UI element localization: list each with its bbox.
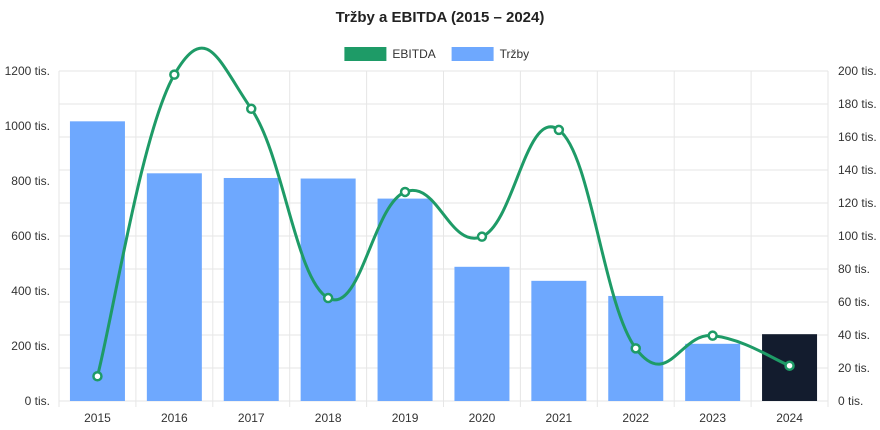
y-axis-left: 0 tis. 200 tis. 400 tis. 600 tis. 800 tis. 10… <box>5 64 50 408</box>
ebitda-point-2024[interactable] <box>784 360 795 371</box>
ebitda-point-2020[interactable] <box>476 231 488 242</box>
ebitda-point-2022[interactable] <box>630 343 641 354</box>
x-tick-label: 2023 <box>699 411 726 425</box>
legend-label[interactable]: Tržby <box>500 47 530 61</box>
x-tick-label: 2019 <box>392 411 419 425</box>
y-left-tick-label: 0 tis. <box>25 394 50 408</box>
y-right-tick-label: 180 tis. <box>838 97 877 111</box>
y-right-tick-label: 20 tis. <box>838 361 870 375</box>
x-tick-label: 2020 <box>469 411 496 425</box>
bar-2017[interactable] <box>223 177 279 401</box>
y-right-tick-label: 100 tis. <box>838 229 877 243</box>
y-right-tick-label: 120 tis. <box>838 196 877 210</box>
y-right-tick-label: 160 tis. <box>838 130 877 144</box>
x-axis: 2015 2016 2017 2018 2019 2020 2021 2022 2023 2024 <box>84 411 803 425</box>
ebitda-point-2023[interactable] <box>707 330 718 341</box>
bar-2021[interactable] <box>531 280 587 401</box>
bar-2020[interactable] <box>454 266 510 401</box>
y-right-tick-label: 140 tis. <box>838 163 877 177</box>
bar-2016[interactable] <box>146 173 202 401</box>
bar-2019[interactable] <box>377 198 433 401</box>
ebitda-point-2015[interactable] <box>92 371 103 382</box>
legend: EBITDA Tržby <box>344 47 529 61</box>
ebitda-point-2016[interactable] <box>169 69 180 80</box>
x-tick-label: 2018 <box>315 411 342 425</box>
x-tick-label: 2021 <box>545 411 572 425</box>
y-right-tick-label: 0 tis. <box>838 394 863 408</box>
x-tick-label: 2015 <box>84 411 111 425</box>
y-right-tick-label: 200 tis. <box>838 64 877 78</box>
ebitda-line <box>95 46 791 377</box>
grid-lines <box>58 70 829 407</box>
y-left-tick-label: 800 tis. <box>11 174 50 188</box>
y-left-tick-label: 200 tis. <box>11 339 50 353</box>
ebitda-point-2018[interactable] <box>322 292 334 304</box>
x-tick-label: 2016 <box>161 411 188 425</box>
x-tick-label: 2024 <box>776 411 803 425</box>
y-left-tick-label: 600 tis. <box>11 229 50 243</box>
y-left-tick-label: 1000 tis. <box>5 119 50 133</box>
y-left-tick-label: 400 tis. <box>11 284 50 298</box>
ebitda-point-2017[interactable] <box>246 103 257 115</box>
ebitda-point-2019[interactable] <box>399 186 411 198</box>
bar-2018[interactable] <box>300 178 356 401</box>
x-tick-label: 2017 <box>238 411 265 425</box>
legend-label[interactable]: EBITDA <box>392 47 435 61</box>
x-tick-label: 2022 <box>622 411 649 425</box>
y-right-tick-label: 80 tis. <box>838 262 870 276</box>
line-series-ebitda <box>92 46 795 382</box>
chart-title: Tržby a EBITDA (2015 – 2024) <box>335 9 545 26</box>
y-right-tick-label: 60 tis. <box>838 295 870 309</box>
y-right-tick-label: 40 tis. <box>838 328 870 342</box>
bar-series-trzby <box>69 121 818 401</box>
legend-swatch[interactable] <box>451 47 494 61</box>
bar-2015[interactable] <box>69 121 125 401</box>
legend-swatch[interactable] <box>344 47 387 61</box>
bar-2023[interactable] <box>685 343 741 401</box>
y-axis-right: 0 tis. 20 tis. 40 tis. 60 tis. 80 tis. 100 ti… <box>838 64 877 408</box>
y-left-tick-label: 1200 tis. <box>5 64 50 78</box>
ebitda-point-2021[interactable] <box>553 124 565 136</box>
